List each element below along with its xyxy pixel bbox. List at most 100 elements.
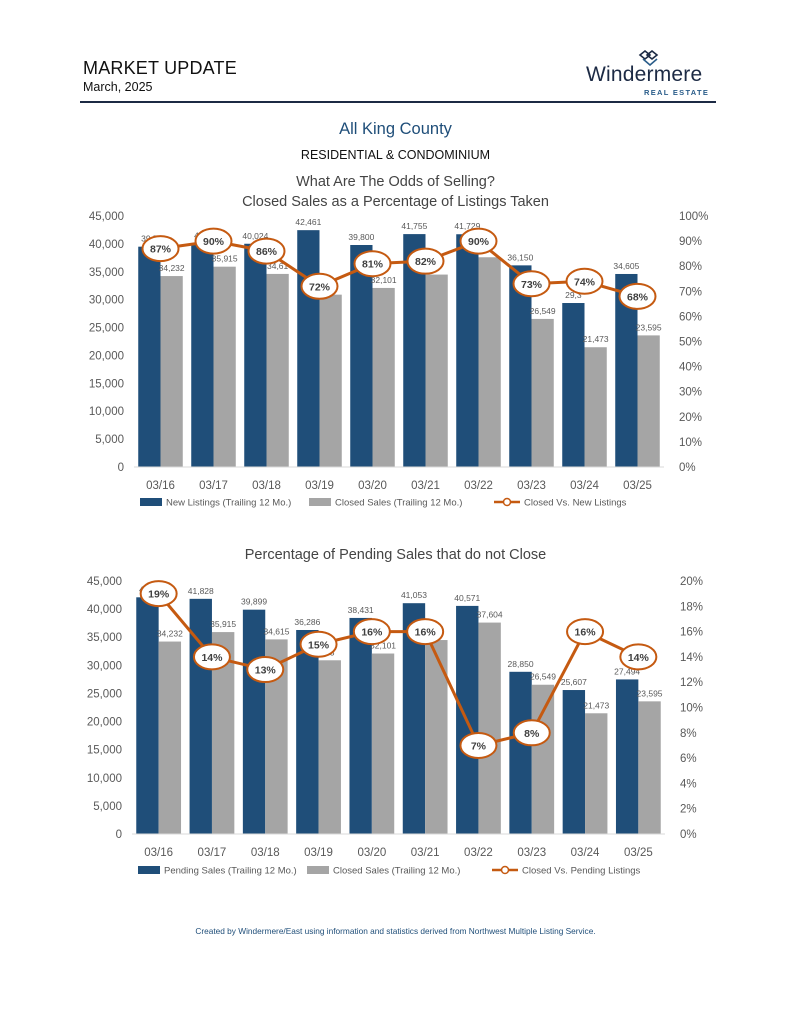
right-axis-tick-label: 20% xyxy=(680,576,703,588)
legend-swatch xyxy=(140,498,162,506)
percentage-data-label: 8% xyxy=(524,728,540,740)
source-footer: Created by Windermere/East using informa… xyxy=(195,926,596,936)
category-tick-label: 03/18 xyxy=(251,847,280,859)
chart2-title: Percentage of Pending Sales that do not … xyxy=(244,547,547,563)
bar-data-label: 34,232 xyxy=(157,629,183,639)
category-tick-label: 03/25 xyxy=(624,847,653,859)
bar-closed-sales xyxy=(478,257,501,467)
percentage-marker xyxy=(618,282,657,310)
windermere-logo-mark-icon xyxy=(638,50,659,66)
bar-data-label: 25,607 xyxy=(561,677,587,687)
pending-not-close-chart: 0 5,000 10,000 15,000 20,000 25,000 30,000 35,0… xyxy=(87,576,703,877)
percentage-data-label: 14% xyxy=(628,652,650,664)
bar-data-label: 39,899 xyxy=(241,597,267,607)
left-axis-tick-label: 5,000 xyxy=(95,434,124,446)
right-axis-tick-label: 12% xyxy=(680,677,703,689)
right-axis-tick-label: 100% xyxy=(679,211,708,223)
percentage-data-label: 19% xyxy=(148,589,170,601)
percentage-data-label: 16% xyxy=(575,627,597,639)
bar-primary xyxy=(509,265,532,467)
bar-closed-sales xyxy=(213,266,236,467)
left-axis-tick-label: 35,000 xyxy=(87,632,122,644)
category-tick-label: 03/17 xyxy=(198,847,227,859)
legend-label: Closed Vs. Pending Listings xyxy=(522,866,641,877)
bar-data-label: 26,549 xyxy=(530,672,556,682)
percentage-marker xyxy=(566,618,605,646)
bar-closed-sales xyxy=(160,276,183,467)
percentage-data-label: 16% xyxy=(361,627,383,639)
bar-primary xyxy=(244,243,267,467)
percentage-marker xyxy=(246,656,285,684)
bar-closed-sales xyxy=(265,639,288,834)
category-tick-label: 03/25 xyxy=(623,480,652,492)
bar-data-label: 35,915 xyxy=(212,254,238,264)
percentage-marker xyxy=(565,267,604,295)
legend-label: Closed Sales (Trailing 12 Mo.) xyxy=(335,498,462,509)
percentage-data-label: 87% xyxy=(150,244,172,256)
right-axis-tick-label: 2% xyxy=(680,804,697,816)
bar-primary xyxy=(350,245,373,467)
right-axis-tick-label: 0% xyxy=(680,829,697,841)
category-tick-label: 03/23 xyxy=(517,847,546,859)
legend-label: Closed Vs. New Listings xyxy=(524,498,627,509)
bar-data-label: 40,024 xyxy=(242,231,268,241)
bar-closed-sales xyxy=(319,294,342,467)
right-axis-tick-label: 14% xyxy=(680,652,703,664)
percentage-data-label: 82% xyxy=(415,256,437,268)
left-axis-tick-label: 0 xyxy=(118,462,124,474)
bar-data-label: 28,850 xyxy=(508,659,534,669)
bar-closed-sales xyxy=(372,287,395,467)
header-divider xyxy=(80,101,716,103)
bar-closed-sales xyxy=(266,273,289,467)
report-date: March, 2025 xyxy=(83,80,153,94)
bar-primary xyxy=(403,234,426,467)
bar-data-label: 32,101 xyxy=(370,641,396,651)
bar-closed-sales xyxy=(531,318,554,467)
windermere-logo: Windermere REAL ESTATE xyxy=(586,50,716,100)
left-axis-tick-label: 15,000 xyxy=(89,378,124,390)
percentage-marker xyxy=(194,227,233,255)
right-axis-tick-label: 10% xyxy=(679,437,702,449)
bar-data-label: 29,3 xyxy=(565,290,582,300)
bar-primary xyxy=(242,609,266,834)
right-axis-tick-label: 30% xyxy=(679,387,702,399)
percentage-data-label: 81% xyxy=(362,259,384,271)
bar-closed-sales xyxy=(584,347,607,467)
percentage-marker xyxy=(619,643,658,671)
left-axis-tick-label: 30,000 xyxy=(89,295,124,307)
bar-closed-sales xyxy=(585,713,608,834)
category-tick-label: 03/21 xyxy=(411,847,440,859)
bar-closed-sales xyxy=(637,335,660,467)
bar-data-label: 27,494 xyxy=(614,666,640,676)
bar-data-label: 42,461 xyxy=(295,217,321,227)
bar-data-label: 26,549 xyxy=(530,306,556,316)
right-axis-tick-label: 20% xyxy=(679,412,702,424)
left-axis-tick-label: 25,000 xyxy=(87,688,122,700)
percentage-data-label: 13% xyxy=(255,665,277,677)
bar-data-label: 36,286 xyxy=(294,617,320,627)
right-axis-tick-label: 80% xyxy=(679,261,702,273)
region-title: All King County xyxy=(339,120,452,138)
bar-data-label: 41,828 xyxy=(188,586,214,596)
bar-data-label: 34,61 xyxy=(267,261,289,271)
chart1-subtitle: Closed Sales as a Percentage of Listings… xyxy=(242,194,549,210)
category-tick-label: 03/19 xyxy=(304,847,333,859)
percentage-marker xyxy=(352,618,391,646)
bar-data-label: 37,604 xyxy=(477,610,503,620)
right-axis-tick-label: 4% xyxy=(680,778,697,790)
category-tick-label: 03/19 xyxy=(305,480,334,492)
bar-closed-sales xyxy=(425,274,448,467)
report-title: MARKET UPDATE xyxy=(83,58,237,78)
left-axis-tick-label: 20,000 xyxy=(87,717,122,729)
category-tick-label: 03/16 xyxy=(146,480,175,492)
bar-primary xyxy=(296,629,319,834)
category-tick-label: 03/18 xyxy=(252,480,281,492)
bar-data-label: 21,473 xyxy=(583,700,609,710)
percentage-data-label: 86% xyxy=(256,246,278,258)
category-tick-label: 03/23 xyxy=(517,480,546,492)
category-tick-label: 03/21 xyxy=(411,480,440,492)
right-axis-tick-label: 90% xyxy=(679,236,702,248)
percentage-marker xyxy=(192,643,231,671)
percentage-data-label: 90% xyxy=(468,236,490,248)
bar-data-label: 36,150 xyxy=(507,252,533,262)
